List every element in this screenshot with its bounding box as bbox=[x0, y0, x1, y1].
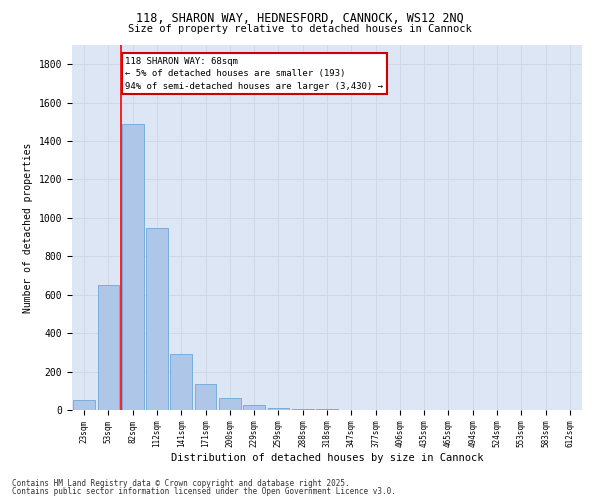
Text: Size of property relative to detached houses in Cannock: Size of property relative to detached ho… bbox=[128, 24, 472, 34]
Bar bbox=[243, 405, 265, 410]
Text: Contains HM Land Registry data © Crown copyright and database right 2025.: Contains HM Land Registry data © Crown c… bbox=[12, 478, 350, 488]
Bar bbox=[146, 228, 168, 410]
Bar bbox=[268, 408, 289, 410]
Bar bbox=[194, 384, 217, 410]
Bar bbox=[122, 124, 143, 410]
Bar bbox=[73, 400, 95, 410]
Text: Contains public sector information licensed under the Open Government Licence v3: Contains public sector information licen… bbox=[12, 487, 396, 496]
Bar bbox=[97, 285, 119, 410]
Y-axis label: Number of detached properties: Number of detached properties bbox=[23, 142, 33, 312]
Bar bbox=[219, 398, 241, 410]
Text: 118 SHARON WAY: 68sqm
← 5% of detached houses are smaller (193)
94% of semi-deta: 118 SHARON WAY: 68sqm ← 5% of detached h… bbox=[125, 56, 383, 90]
X-axis label: Distribution of detached houses by size in Cannock: Distribution of detached houses by size … bbox=[171, 453, 483, 463]
Text: 118, SHARON WAY, HEDNESFORD, CANNOCK, WS12 2NQ: 118, SHARON WAY, HEDNESFORD, CANNOCK, WS… bbox=[136, 12, 464, 26]
Bar bbox=[292, 409, 314, 410]
Bar bbox=[170, 354, 192, 410]
